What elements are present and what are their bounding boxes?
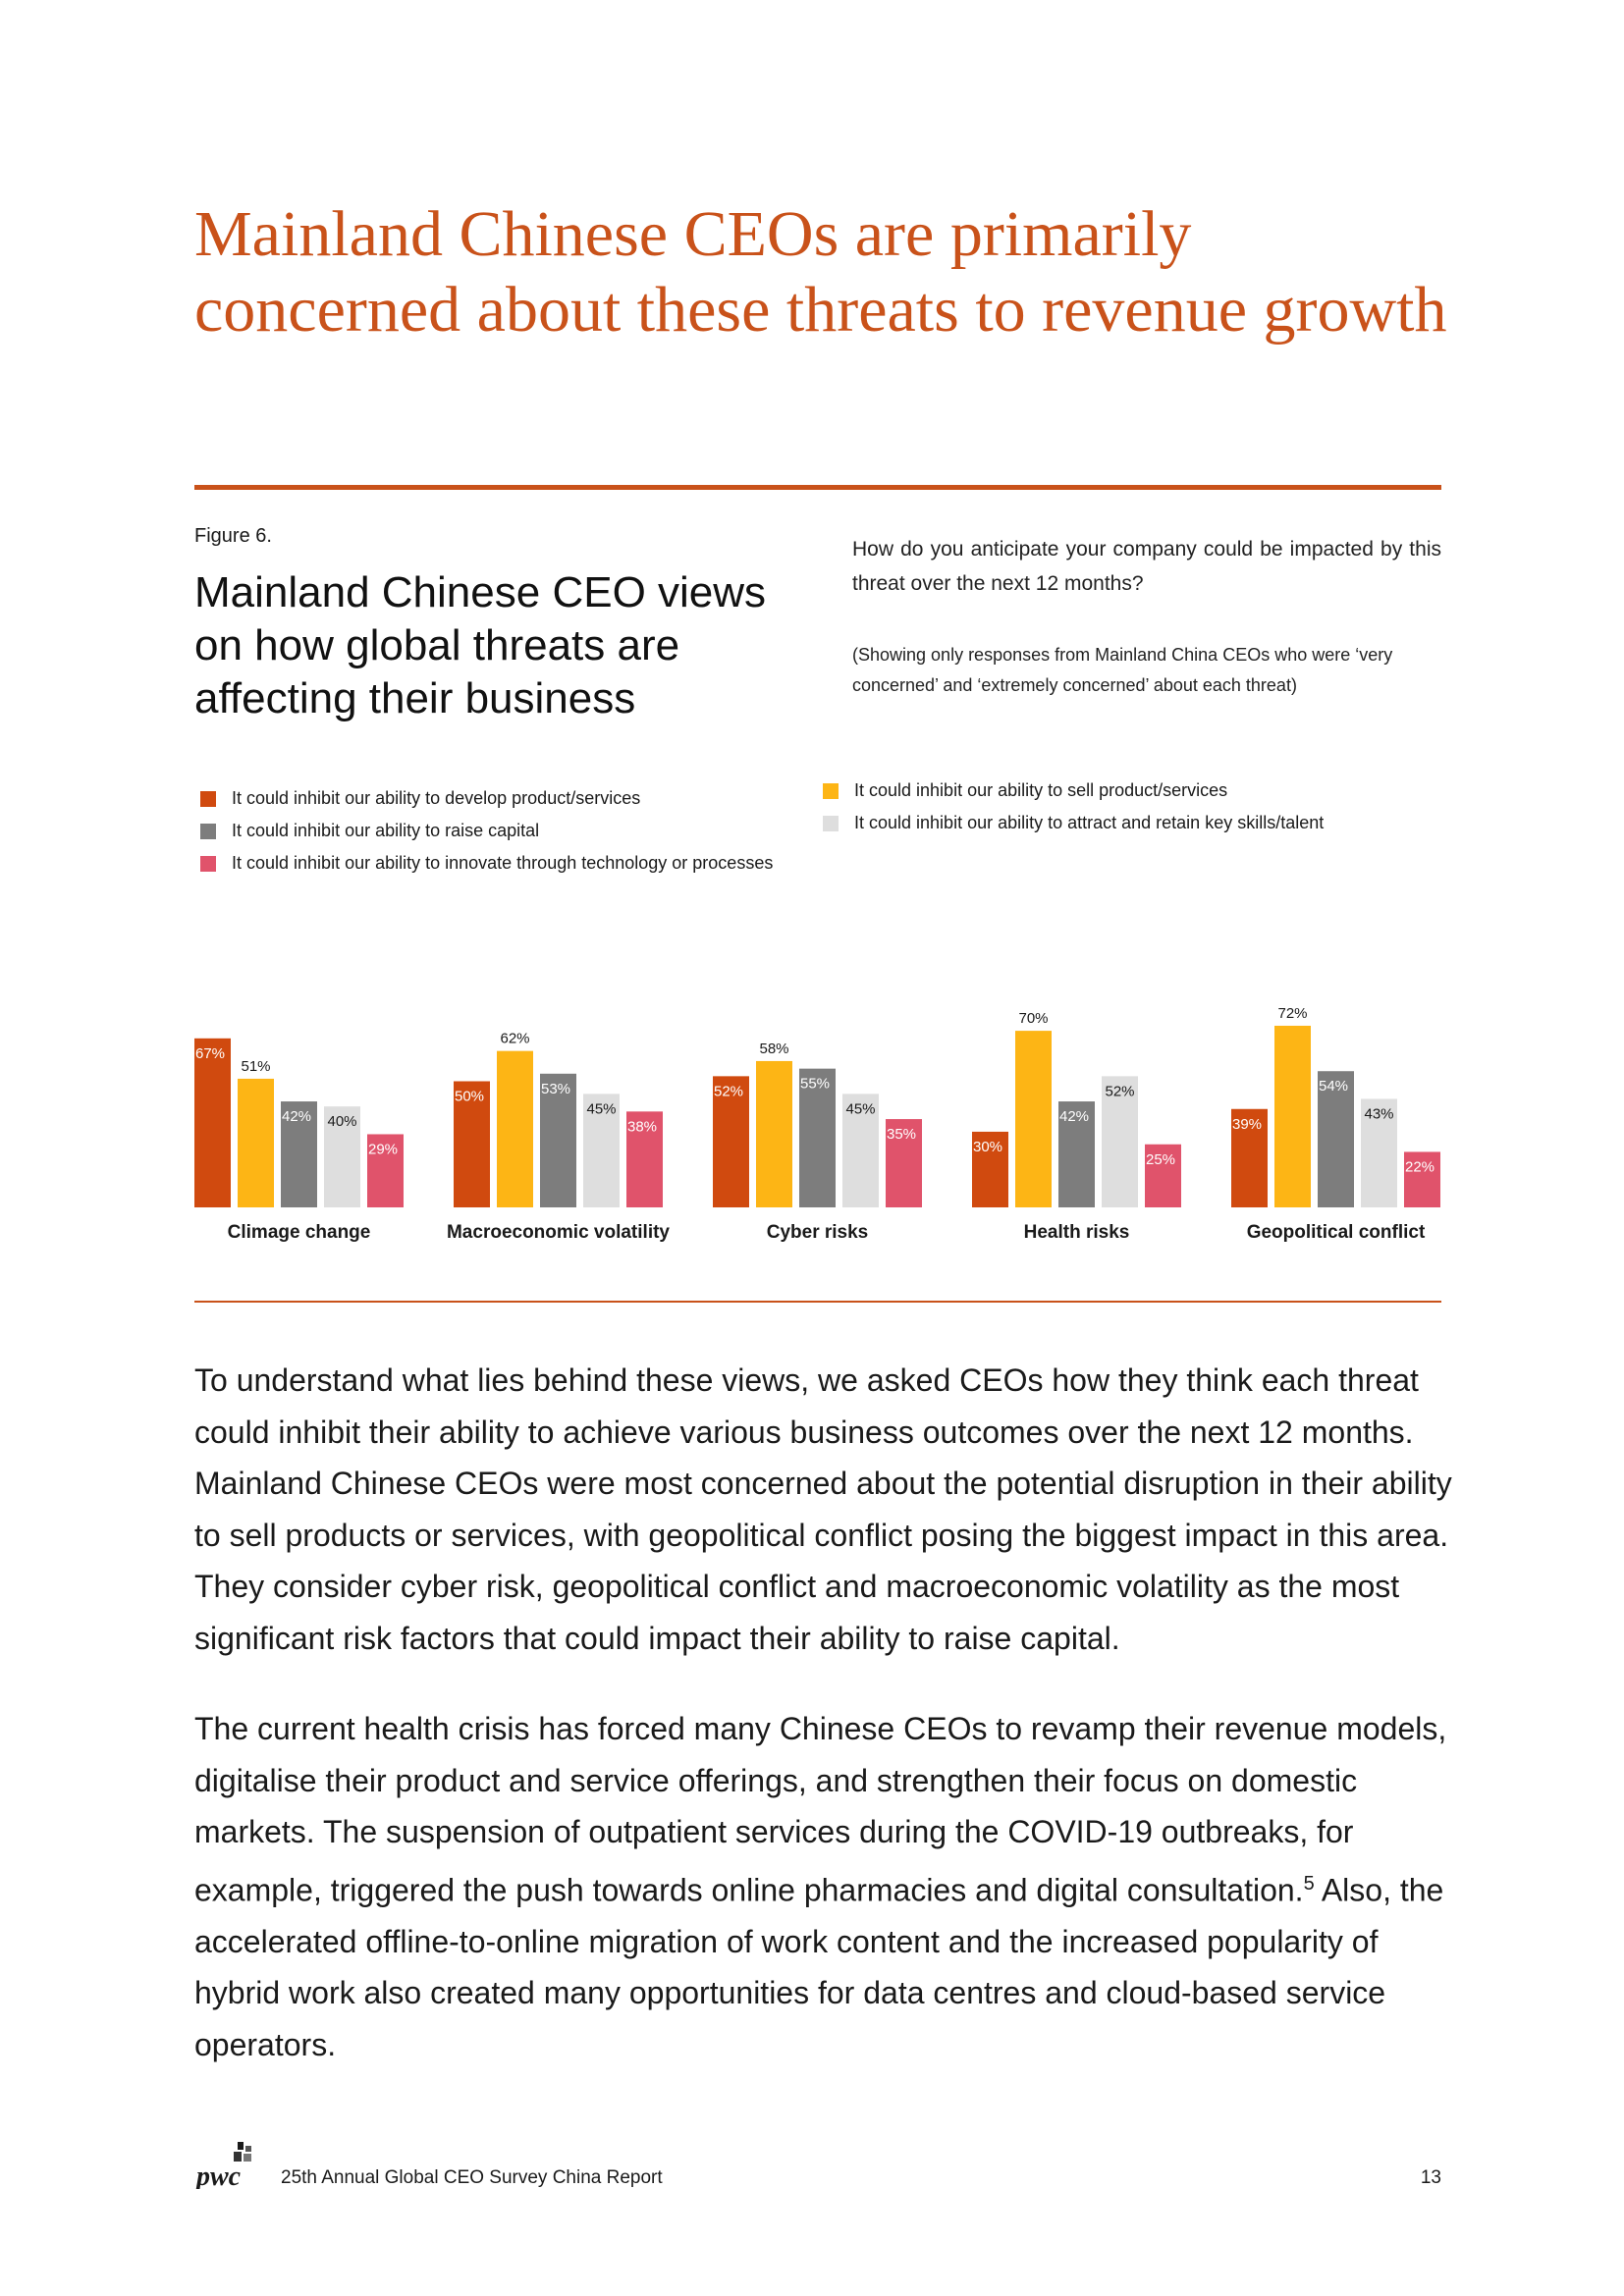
data-label-geopolitical-conflict-series-1: 39% xyxy=(1232,1116,1262,1133)
threat-impact-bar-chart: 67% 51% 42% 40% 29% Climage change 50% 62% 53% 45… xyxy=(194,1005,1440,1243)
legend-item-develop: It could inhibit our ability to develop … xyxy=(200,782,773,815)
bar-cyber-risks-series-1 xyxy=(713,1076,749,1207)
bar-cyber-risks-series-4 xyxy=(842,1094,879,1207)
legend-swatch-innovate xyxy=(200,855,216,872)
data-label-health-risks-series-3: 42% xyxy=(1059,1108,1089,1125)
body-text: To understand what lies behind these vie… xyxy=(194,1355,1461,2109)
data-label-cyber-risks-series-4: 45% xyxy=(845,1100,875,1117)
bar-cyber-risks-series-2 xyxy=(756,1060,792,1207)
chart-legend-right: It could inhibit our ability to sell pro… xyxy=(823,774,1324,839)
bar-geopolitical-conflict-series-4 xyxy=(1361,1098,1397,1207)
bar-macroeconomic-volatility-series-2 xyxy=(497,1050,533,1207)
paragraph-2-continued: Also, the accelerated offline-to-online … xyxy=(194,1872,1444,2062)
bar-health-risks-series-1 xyxy=(972,1131,1008,1207)
data-label-macroeconomic-volatility-series-1: 50% xyxy=(455,1089,484,1105)
data-label-macroeconomic-volatility-series-2: 62% xyxy=(500,1031,529,1047)
paragraph-2: The current health crisis has forced man… xyxy=(194,1703,1461,2070)
bar-macroeconomic-volatility-series-1 xyxy=(454,1081,490,1207)
data-label-health-risks-series-1: 30% xyxy=(973,1139,1002,1155)
data-label-macroeconomic-volatility-series-3: 53% xyxy=(541,1081,570,1097)
figure-title: Mainland Chinese CEO views on how global… xyxy=(194,568,767,722)
data-label-macroeconomic-volatility-series-5: 38% xyxy=(627,1118,657,1135)
data-label-climage-change-series-1: 67% xyxy=(195,1045,225,1062)
legend-label-innovate: It could inhibit our ability to innovate… xyxy=(232,853,774,873)
title-divider xyxy=(194,485,1441,490)
pwc-logo: pwc xyxy=(194,2142,251,2189)
page-title: Mainland Chinese CEOs are primarily conc… xyxy=(194,198,1447,346)
category-label-cyber-risks: Cyber risks xyxy=(767,1222,869,1243)
legend-label-develop: It could inhibit our ability to develop … xyxy=(232,788,641,808)
page-footer: pwc 25th Annual Global CEO Survey China … xyxy=(194,2140,1441,2189)
bar-macroeconomic-volatility-series-5 xyxy=(626,1111,663,1207)
data-label-climage-change-series-2: 51% xyxy=(241,1058,270,1075)
chart-legend-left: It could inhibit our ability to develop … xyxy=(200,782,773,880)
data-label-macroeconomic-volatility-series-4: 45% xyxy=(586,1100,616,1117)
bar-macroeconomic-volatility-series-4 xyxy=(583,1094,620,1207)
data-label-cyber-risks-series-1: 52% xyxy=(714,1083,743,1099)
survey-note: (Showing only responses from Mainland Ch… xyxy=(852,645,1393,695)
bar-health-risks-series-3 xyxy=(1058,1101,1095,1207)
data-label-geopolitical-conflict-series-5: 22% xyxy=(1405,1158,1435,1175)
bar-geopolitical-conflict-series-3 xyxy=(1318,1071,1354,1207)
bar-climage-change-series-3 xyxy=(281,1101,317,1207)
bar-cyber-risks-series-3 xyxy=(799,1068,836,1207)
bar-climage-change-series-2 xyxy=(238,1078,274,1207)
bar-macroeconomic-volatility-series-3 xyxy=(540,1073,576,1207)
bar-health-risks-series-5 xyxy=(1145,1144,1181,1207)
legend-label-raise-capital: It could inhibit our ability to raise ca… xyxy=(232,821,540,840)
data-label-climage-change-series-5: 29% xyxy=(368,1141,398,1157)
bar-climage-change-series-4 xyxy=(324,1106,360,1207)
bar-health-risks-series-2 xyxy=(1015,1031,1052,1207)
survey-question: How do you anticipate your company could… xyxy=(852,538,1441,595)
legend-item-raise-capital: It could inhibit our ability to raise ca… xyxy=(200,815,773,847)
figure-label: Figure 6. xyxy=(194,525,272,547)
legend-swatch-talent xyxy=(823,815,839,831)
data-label-health-risks-series-4: 52% xyxy=(1105,1083,1134,1099)
legend-label-talent: It could inhibit our ability to attract … xyxy=(854,813,1325,832)
paragraph-2-text: The current health crisis has forced man… xyxy=(194,1711,1447,1908)
bar-geopolitical-conflict-series-2 xyxy=(1274,1025,1311,1207)
bar-geopolitical-conflict-series-1 xyxy=(1231,1108,1268,1207)
bar-climage-change-series-1 xyxy=(194,1038,231,1207)
category-label-climage-change: Climage change xyxy=(228,1222,371,1243)
footnote-reference[interactable]: 5 xyxy=(1303,1872,1315,1895)
data-label-cyber-risks-series-3: 55% xyxy=(800,1076,830,1093)
data-label-cyber-risks-series-2: 58% xyxy=(759,1041,788,1057)
data-label-health-risks-series-2: 70% xyxy=(1018,1010,1048,1027)
legend-swatch-develop xyxy=(200,790,216,807)
data-label-climage-change-series-4: 40% xyxy=(327,1113,356,1130)
legend-swatch-raise-capital xyxy=(200,823,216,839)
chart-divider xyxy=(194,1301,1441,1303)
data-label-geopolitical-conflict-series-4: 43% xyxy=(1364,1105,1393,1122)
pwc-logo-text: pwc xyxy=(194,2162,242,2189)
category-label-macroeconomic-volatility: Macroeconomic volatility xyxy=(447,1222,670,1243)
paragraph-1: To understand what lies behind these vie… xyxy=(194,1362,1452,1656)
category-label-geopolitical-conflict: Geopolitical conflict xyxy=(1247,1222,1426,1243)
bar-climage-change-series-5 xyxy=(367,1134,404,1207)
bar-geopolitical-conflict-series-5 xyxy=(1404,1151,1440,1207)
legend-item-talent: It could inhibit our ability to attract … xyxy=(823,807,1324,839)
legend-item-innovate: It could inhibit our ability to innovate… xyxy=(200,847,773,880)
legend-swatch-sell xyxy=(823,782,839,799)
data-label-geopolitical-conflict-series-2: 72% xyxy=(1277,1005,1307,1022)
legend-label-sell: It could inhibit our ability to sell pro… xyxy=(854,780,1228,800)
report-title: 25th Annual Global CEO Survey China Repo… xyxy=(281,2167,663,2188)
category-label-health-risks: Health risks xyxy=(1024,1222,1130,1243)
data-label-health-risks-series-5: 25% xyxy=(1146,1151,1175,1168)
bar-cyber-risks-series-5 xyxy=(886,1119,922,1207)
page-number: 13 xyxy=(1420,2167,1441,2188)
data-label-geopolitical-conflict-series-3: 54% xyxy=(1319,1078,1348,1095)
data-label-climage-change-series-3: 42% xyxy=(282,1108,311,1125)
bar-health-risks-series-4 xyxy=(1102,1076,1138,1207)
legend-item-sell: It could inhibit our ability to sell pro… xyxy=(823,774,1324,807)
data-label-cyber-risks-series-5: 35% xyxy=(887,1126,916,1143)
